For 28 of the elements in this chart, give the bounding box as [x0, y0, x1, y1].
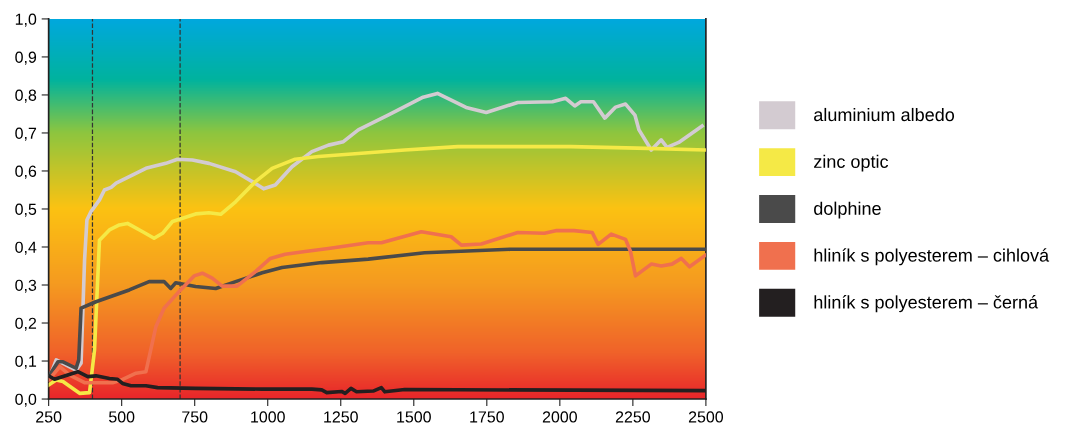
- legend-label: zinc optic: [814, 154, 889, 172]
- legend-label: aluminium albedo: [814, 107, 955, 122]
- x-tick-label: 2500: [688, 411, 724, 423]
- x-tick-label: 1750: [470, 411, 504, 423]
- y-tick-label: 0,1: [15, 355, 37, 369]
- y-tick-label: 0,7: [15, 127, 37, 141]
- legend-label: hliník s polyesterem – černá: [814, 295, 1039, 313]
- x-tick-label: 1000: [251, 411, 285, 423]
- x-tick-label: 1250: [324, 411, 358, 423]
- line-series: [48, 144, 706, 396]
- y-tick-label: 0,6: [15, 165, 37, 179]
- y-tick-label: 0,5: [15, 203, 37, 217]
- x-tick-label: 2000: [542, 411, 577, 423]
- x-tick-label: 500: [108, 411, 135, 423]
- y-tick-label: 0,9: [15, 51, 37, 65]
- y-tick-label: 0,4: [15, 241, 37, 255]
- x-tick-label: 250: [36, 411, 62, 423]
- y-tick-label: 1,0: [15, 13, 37, 27]
- legend-label: dolphine: [814, 201, 881, 219]
- legend-label: hliník s polyesterem – cihlová: [814, 248, 1050, 266]
- x-tick-label: 1500: [397, 411, 431, 423]
- y-tick-label: 0,2: [15, 317, 37, 331]
- y-tick-label: 0,3: [15, 279, 37, 293]
- y-tick-label: 0,0: [15, 393, 37, 407]
- x-tick-label: 2250: [615, 411, 651, 423]
- x-tick-label: 750: [182, 411, 208, 423]
- line-series: [48, 228, 706, 385]
- y-tick-label: 0,8: [15, 89, 37, 103]
